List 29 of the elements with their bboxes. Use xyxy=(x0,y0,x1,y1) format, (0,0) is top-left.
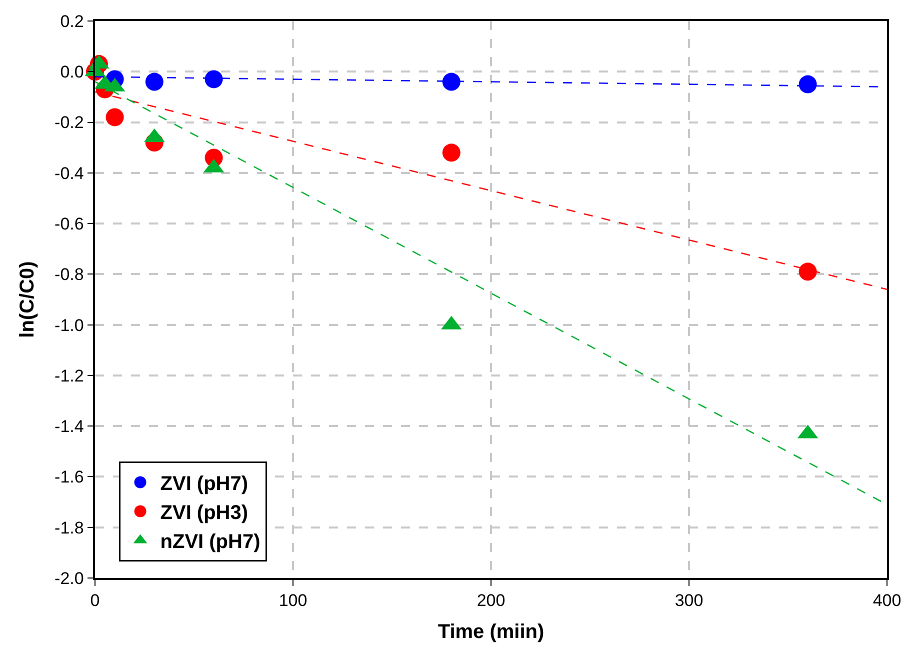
x-tick-label: 300 xyxy=(674,591,704,610)
x-tick-label: 100 xyxy=(278,591,308,610)
point xyxy=(204,70,223,88)
y-tick-label: -0.4 xyxy=(54,164,84,183)
x-tick-label: 400 xyxy=(872,591,902,610)
legend-label: nZVI (pH7) xyxy=(160,531,260,554)
x-axis-title: Time (miin) xyxy=(438,621,544,644)
legend-label: ZVI (pH7) xyxy=(160,473,248,496)
y-tick-label: -1.0 xyxy=(54,316,84,335)
point xyxy=(442,72,460,91)
x-tick-label: 0 xyxy=(90,591,100,610)
y-tick-label: -2.0 xyxy=(54,568,84,588)
point xyxy=(798,75,817,94)
point xyxy=(798,262,817,281)
y-tick-label: 0.2 xyxy=(60,12,84,31)
y-axis-title: ln(C/C0) xyxy=(16,261,39,338)
y-tick-label: -0.2 xyxy=(54,113,84,132)
y-tick-label: -1.8 xyxy=(54,518,84,538)
y-tick-label: -1.4 xyxy=(54,417,84,436)
y-tick-label: -1.6 xyxy=(54,468,84,487)
x-tick-label: 200 xyxy=(476,591,506,610)
y-tick-label: -1.2 xyxy=(54,366,84,386)
point xyxy=(106,108,124,126)
y-tick-label: -0.6 xyxy=(54,214,84,234)
y-tick-label: 0.0 xyxy=(60,62,84,82)
point xyxy=(442,144,460,162)
legend-label: ZVI (pH3) xyxy=(160,502,248,524)
y-tick-label: -0.8 xyxy=(54,265,84,284)
point xyxy=(145,72,164,91)
